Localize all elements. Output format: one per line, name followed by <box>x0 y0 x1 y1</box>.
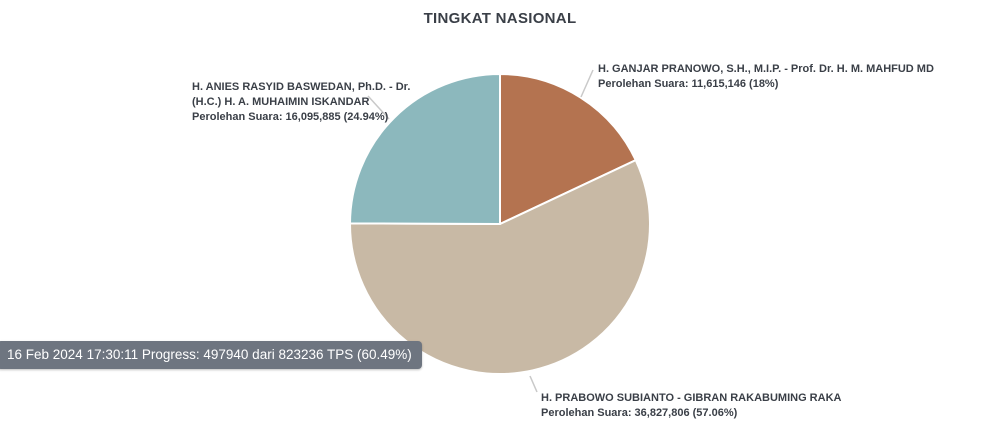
pie-slices-group <box>348 73 651 375</box>
pie-slice-0[interactable] <box>499 73 637 225</box>
slice-label-prabowo: H. PRABOWO SUBIANTO - GIBRAN RAKABUMING … <box>541 391 841 421</box>
candidate-votes-line: Perolehan Suara: 11,615,146 (18%) <box>598 78 779 90</box>
candidate-name-line: (H.C.) H. A. MUHAIMIN ISKANDAR <box>192 96 370 108</box>
candidate-name-line: H. PRABOWO SUBIANTO - GIBRAN RAKABUMING … <box>541 392 842 404</box>
candidate-name-line: H. ANIES RASYID BASWEDAN, Ph.D. - Dr. <box>192 81 411 93</box>
candidate-votes-line: Perolehan Suara: 36,827,806 (57.06%) <box>541 407 738 419</box>
candidate-votes-line: Perolehan Suara: 16,095,885 (24.94%) <box>192 111 389 123</box>
candidate-name-line: H. GANJAR PRANOWO, S.H., M.I.P. - Prof. … <box>598 63 934 75</box>
chart-title: TINGKAT NASIONAL <box>423 10 577 27</box>
pie-slice-2[interactable] <box>349 73 501 225</box>
pie-slice-1[interactable] <box>348 159 651 375</box>
leader-line-ganjar <box>580 69 594 98</box>
progress-tooltip: 16 Feb 2024 17:30:11 Progress: 497940 da… <box>0 341 422 369</box>
slice-label-anies: H. ANIES RASYID BASWEDAN, Ph.D. - Dr. (H… <box>192 80 410 125</box>
leader-line-anies <box>367 95 390 120</box>
slice-label-ganjar: H. GANJAR PRANOWO, S.H., M.I.P. - Prof. … <box>598 62 934 92</box>
leader-line-prabowo <box>529 375 538 393</box>
